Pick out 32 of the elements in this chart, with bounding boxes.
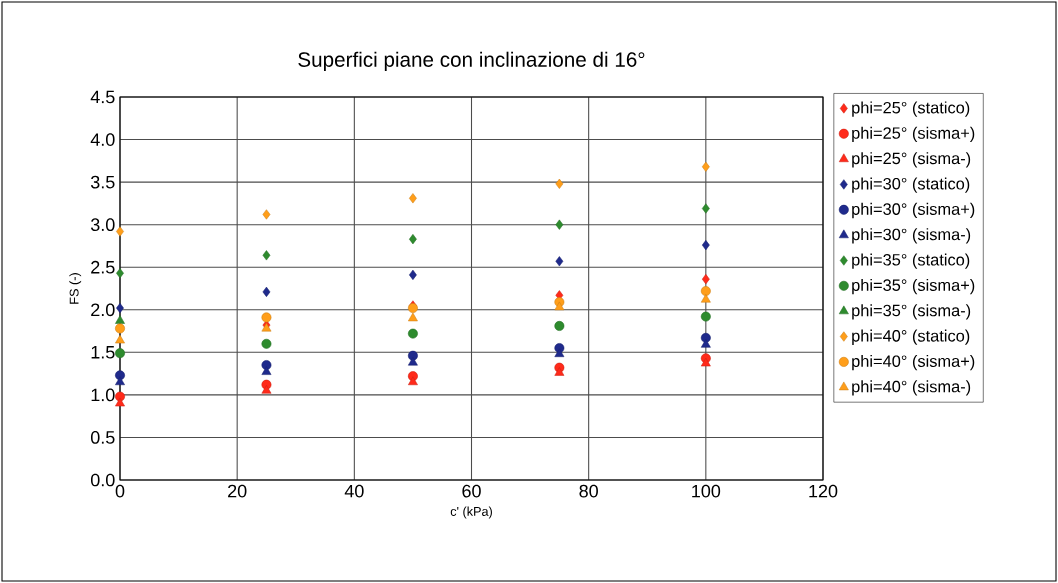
legend-label: phi=40° (sisma-) [852,380,971,396]
x-tick-label: 80 [579,484,598,498]
x-tick-label: 0 [115,484,125,498]
legend-label: phi=25° (statico) [852,101,970,117]
legend-label: phi=30° (sisma+) [852,202,975,219]
y-tick-label: 4.5 [90,90,115,104]
y-tick-label: 3.0 [90,218,115,232]
y-tick-label: 0.0 [90,473,115,487]
legend-label: phi=30° (sisma-) [852,228,971,244]
x-tick-label: 100 [692,484,721,498]
y-tick-label: 0.5 [90,431,115,444]
legend-label: phi=25° (sisma+) [852,126,975,143]
y-tick-label: 4.0 [90,133,115,146]
y-tick-label: 3.5 [90,175,115,189]
x-tick-label: 60 [462,484,481,498]
y-axis-title: FS (-) [69,273,82,304]
legend-label: phi=35° (sisma+) [852,278,975,295]
legend-label: phi=40° (statico) [852,329,970,345]
x-tick-label: 20 [228,484,247,498]
y-tick-label: 1.5 [91,346,115,359]
legend-label: phi=35° (sisma-) [852,304,971,320]
legend-label: phi=40° (sisma+) [852,354,975,371]
y-tick-label: 1.0 [91,388,115,402]
y-tick-label: 2.5 [91,260,115,274]
y-tick-label: 2.0 [91,303,115,317]
x-tick-label: 120 [809,484,838,498]
x-axis-title: c' (kPa) [450,506,492,519]
legend-label: phi=35° (statico) [852,253,970,269]
chart-title: Superfici piane con inclinazione di 16° [298,51,645,71]
legend-label: phi=30° (statico) [852,177,970,193]
legend-label: phi=25° (sisma-) [852,152,971,168]
x-tick-label: 40 [344,484,364,498]
